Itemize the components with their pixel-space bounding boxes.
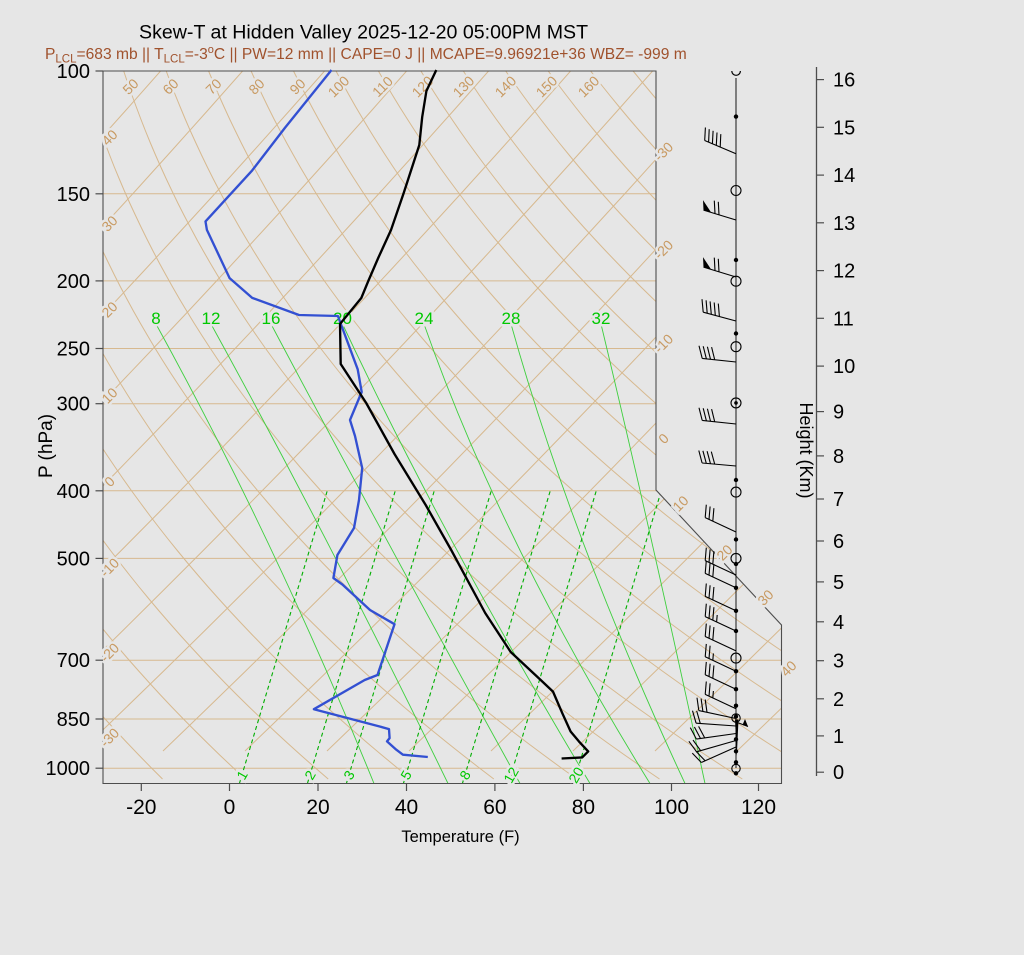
svg-text:7: 7 <box>833 489 844 511</box>
svg-text:1000: 1000 <box>46 758 91 780</box>
svg-text:8: 8 <box>833 446 844 468</box>
svg-text:Height (Km): Height (Km) <box>796 402 816 498</box>
svg-text:32: 32 <box>592 309 611 328</box>
svg-text:100: 100 <box>57 61 90 83</box>
svg-text:500: 500 <box>57 548 90 570</box>
svg-text:60: 60 <box>483 796 506 819</box>
svg-text:100: 100 <box>654 796 689 819</box>
svg-text:40: 40 <box>395 796 418 819</box>
svg-text:3: 3 <box>833 651 844 673</box>
svg-text:Temperature (F): Temperature (F) <box>401 828 519 846</box>
svg-text:13: 13 <box>833 213 855 235</box>
svg-text:2: 2 <box>833 689 844 711</box>
svg-text:200: 200 <box>57 271 90 293</box>
svg-text:1: 1 <box>833 726 844 748</box>
svg-text:-20: -20 <box>126 796 156 819</box>
svg-text:250: 250 <box>57 339 90 361</box>
svg-text:11: 11 <box>833 308 854 330</box>
svg-text:4: 4 <box>833 612 844 634</box>
svg-text:300: 300 <box>57 394 90 416</box>
svg-text:14: 14 <box>833 165 855 187</box>
svg-text:10: 10 <box>833 356 855 378</box>
svg-text:9: 9 <box>833 402 844 424</box>
svg-text:15: 15 <box>833 117 855 139</box>
svg-text:850: 850 <box>57 709 90 731</box>
svg-text:12: 12 <box>202 309 221 328</box>
svg-text:PLCL=683 mb || TLCL=-3oC || PW: PLCL=683 mb || TLCL=-3oC || PW=12 mm || … <box>45 44 687 66</box>
svg-text:150: 150 <box>57 184 90 206</box>
svg-text:24: 24 <box>415 309 434 328</box>
svg-text:700: 700 <box>57 650 90 672</box>
svg-text:120: 120 <box>741 796 776 819</box>
svg-text:5: 5 <box>833 572 844 594</box>
svg-text:8: 8 <box>151 309 160 328</box>
svg-text:6: 6 <box>833 531 844 553</box>
svg-text:0: 0 <box>833 762 844 784</box>
svg-text:400: 400 <box>57 481 90 503</box>
svg-text:16: 16 <box>262 309 281 328</box>
svg-text:12: 12 <box>833 261 855 283</box>
svg-text:20: 20 <box>306 796 329 819</box>
svg-text:P (hPa): P (hPa) <box>36 414 57 478</box>
svg-text:28: 28 <box>502 309 521 328</box>
svg-text:Skew-T at Hidden Valley 2025-1: Skew-T at Hidden Valley 2025-12-20 05:00… <box>139 22 588 44</box>
svg-text:16: 16 <box>833 70 855 92</box>
svg-text:80: 80 <box>572 796 595 819</box>
svg-text:0: 0 <box>224 796 236 819</box>
